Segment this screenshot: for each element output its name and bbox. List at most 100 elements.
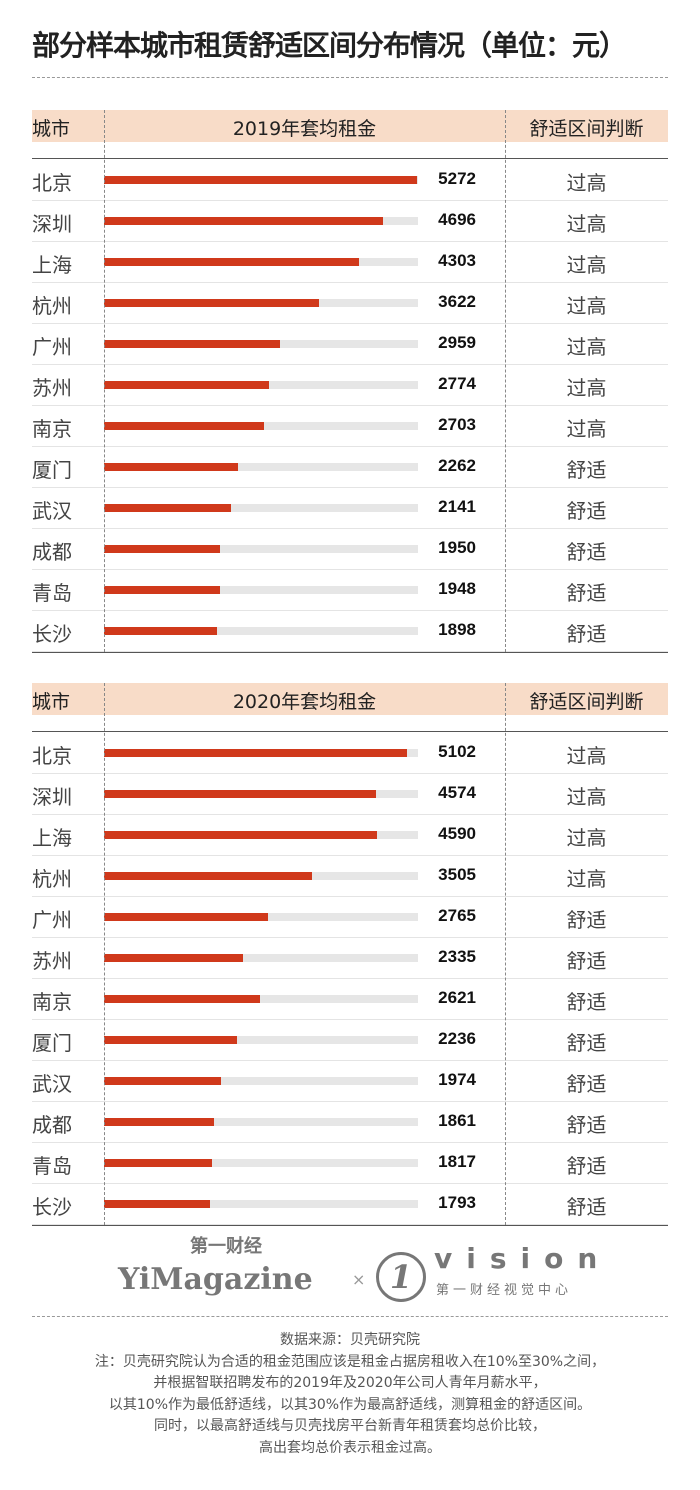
bar-value-label: 1898 bbox=[438, 620, 476, 639]
judgement: 舒适 bbox=[566, 1072, 607, 1096]
judgement: 舒适 bbox=[566, 499, 607, 523]
city-name: 武汉 bbox=[32, 1072, 72, 1096]
bar-track bbox=[104, 504, 418, 512]
bar bbox=[104, 831, 377, 839]
city-name: 青岛 bbox=[32, 581, 72, 605]
table-row: 广州 2959 过高 bbox=[32, 324, 668, 365]
judgement: 舒适 bbox=[566, 949, 607, 973]
bar bbox=[104, 749, 407, 757]
bar-value-label: 1974 bbox=[438, 1070, 476, 1089]
bar-value-label: 2765 bbox=[438, 906, 476, 925]
city-name: 长沙 bbox=[32, 622, 72, 646]
judgement: 舒适 bbox=[566, 458, 607, 482]
table-row: 武汉 2141 舒适 bbox=[32, 488, 668, 529]
bar-track bbox=[104, 1159, 418, 1167]
table-row: 青岛 1948 舒适 bbox=[32, 570, 668, 611]
bar-value-label: 4574 bbox=[438, 783, 476, 802]
bar bbox=[104, 176, 417, 184]
footnote: 数据来源：贝壳研究院 注：贝壳研究院认为合适的租金范围应该是租金占据房租收入在1… bbox=[0, 1330, 700, 1459]
bar bbox=[104, 995, 260, 1003]
bar bbox=[104, 1118, 215, 1126]
judgement: 过高 bbox=[566, 376, 607, 400]
bottom-rule bbox=[32, 1225, 668, 1226]
city-name: 深圳 bbox=[32, 212, 72, 236]
judgement: 过高 bbox=[566, 253, 607, 277]
bar-track bbox=[104, 954, 418, 962]
bar-value-label: 5102 bbox=[438, 742, 476, 761]
judgement: 过高 bbox=[566, 744, 607, 768]
note-line: 并根据智联招聘发布的2019年及2020年公司人青年月薪水平， bbox=[153, 1375, 547, 1391]
city-name: 南京 bbox=[32, 990, 72, 1014]
bar bbox=[104, 422, 265, 430]
bar-value-label: 3505 bbox=[438, 865, 476, 884]
judgement: 舒适 bbox=[566, 622, 607, 646]
bar bbox=[104, 790, 376, 798]
city-name: 厦门 bbox=[32, 1031, 72, 1055]
header-value: 2019年套均租金 bbox=[232, 118, 377, 140]
bar bbox=[104, 381, 269, 389]
judgement: 过高 bbox=[566, 867, 607, 891]
city-name: 广州 bbox=[32, 335, 72, 359]
city-name: 青岛 bbox=[32, 1154, 72, 1178]
logo-yimagazine: YiMagazine bbox=[118, 1262, 313, 1297]
table-row: 上海 4590 过高 bbox=[32, 815, 668, 856]
header-value: 2020年套均租金 bbox=[232, 691, 377, 713]
judgement: 舒适 bbox=[566, 1154, 607, 1178]
bar bbox=[104, 1036, 237, 1044]
bar-value-label: 2335 bbox=[438, 947, 476, 966]
note-line: 以其10%作为最低舒适线，以其30%作为最高舒适线，测算租金的舒适区间。 bbox=[108, 1396, 592, 1413]
table-header: 城市 2020年套均租金 舒适区间判断 bbox=[32, 683, 668, 715]
city-name: 苏州 bbox=[32, 376, 72, 400]
judgement: 舒适 bbox=[566, 1113, 607, 1137]
bar-value-label: 1793 bbox=[438, 1193, 476, 1212]
bar bbox=[104, 504, 232, 512]
judgement: 舒适 bbox=[566, 581, 607, 605]
logo-vision: vision bbox=[434, 1242, 612, 1275]
column-divider bbox=[505, 683, 506, 1225]
table-row: 成都 1861 舒适 bbox=[32, 1102, 668, 1143]
judgement: 舒适 bbox=[566, 908, 607, 932]
table-row: 武汉 1974 舒适 bbox=[32, 1061, 668, 1102]
table-row: 长沙 1793 舒适 bbox=[32, 1184, 668, 1225]
bar bbox=[104, 545, 220, 553]
city-name: 苏州 bbox=[32, 949, 72, 973]
city-name: 成都 bbox=[32, 1113, 72, 1137]
bar bbox=[104, 913, 269, 921]
bottom-rule bbox=[32, 652, 668, 653]
city-name: 南京 bbox=[32, 417, 72, 441]
bar-value-label: 2262 bbox=[438, 456, 476, 475]
bar bbox=[104, 1159, 212, 1167]
bar-value-label: 1948 bbox=[438, 579, 476, 598]
judgement: 过高 bbox=[566, 785, 607, 809]
table-row: 南京 2621 舒适 bbox=[32, 979, 668, 1020]
column-divider bbox=[104, 110, 105, 652]
bar-track bbox=[104, 1200, 418, 1208]
bar bbox=[104, 872, 313, 880]
note-line: 注：贝壳研究院认为合适的租金范围应该是租金占据房租收入在10%至30%之间， bbox=[94, 1353, 606, 1370]
bar bbox=[104, 627, 217, 635]
bar bbox=[104, 463, 239, 471]
city-name: 深圳 bbox=[32, 785, 72, 809]
table-row: 厦门 2236 舒适 bbox=[32, 1020, 668, 1061]
city-name: 长沙 bbox=[32, 1195, 72, 1219]
note-line: 同时，以最高舒适线与贝壳找房平台新青年租赁套均总价比较， bbox=[154, 1418, 546, 1434]
city-name: 杭州 bbox=[32, 867, 72, 891]
judgement: 舒适 bbox=[566, 1195, 607, 1219]
bar-value-label: 1950 bbox=[438, 538, 476, 557]
bar-value-label: 2774 bbox=[438, 374, 476, 393]
judgement: 舒适 bbox=[566, 540, 607, 564]
city-name: 成都 bbox=[32, 540, 72, 564]
city-name: 杭州 bbox=[32, 294, 72, 318]
judgement: 过高 bbox=[566, 171, 607, 195]
bar bbox=[104, 1077, 222, 1085]
table-row: 深圳 4696 过高 bbox=[32, 201, 668, 242]
judgement: 过高 bbox=[566, 212, 607, 236]
logo-cn: 第一财经 bbox=[190, 1236, 262, 1257]
table-row: 深圳 4574 过高 bbox=[32, 774, 668, 815]
city-name: 上海 bbox=[32, 253, 72, 277]
city-name: 北京 bbox=[32, 171, 72, 195]
bar-value-label: 1817 bbox=[438, 1152, 476, 1171]
logo-vision-cn: 第一财经视觉中心 bbox=[436, 1283, 573, 1298]
bar-value-label: 1861 bbox=[438, 1111, 476, 1130]
bar-track bbox=[104, 1036, 418, 1044]
